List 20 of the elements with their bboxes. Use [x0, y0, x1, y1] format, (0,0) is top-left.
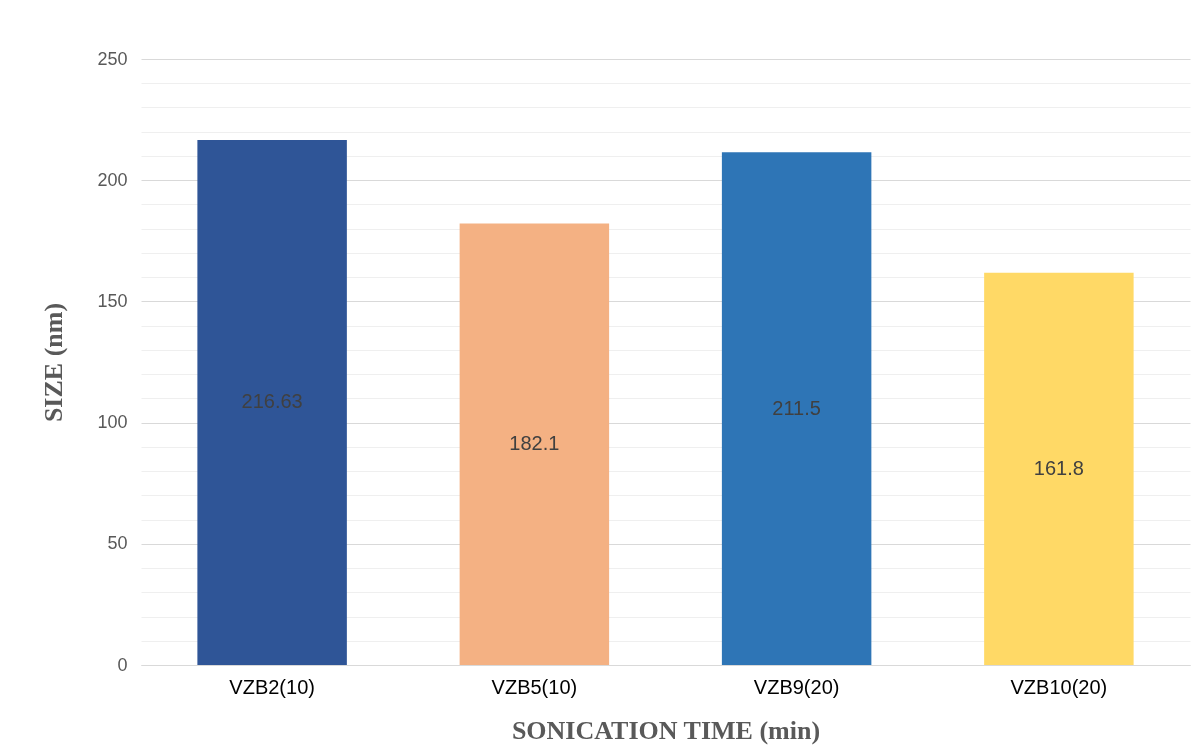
y-tick-label: 200: [97, 169, 128, 190]
x-tick-label: VZB9(20): [753, 675, 840, 698]
bar: [459, 223, 610, 665]
y-tick-label: 250: [97, 48, 128, 69]
x-axis-title: SONICATION TIME (min): [511, 715, 821, 745]
y-tick-label: 150: [97, 290, 128, 311]
x-tick-label: VZB5(10): [491, 675, 578, 698]
y-axis-title: SIZE (nm): [39, 302, 69, 423]
data-label: 216.63: [241, 390, 303, 413]
y-tick-label: 0: [117, 654, 128, 675]
bar: [721, 152, 872, 665]
data-label: 211.5: [772, 396, 821, 419]
bar: [984, 272, 1134, 665]
x-tick-label: VZB2(10): [229, 675, 315, 698]
bar: [197, 139, 347, 665]
data-label: 182.1: [509, 432, 560, 455]
y-tick-label: 50: [107, 533, 128, 554]
y-tick-label: 100: [97, 412, 128, 433]
data-label: 161.8: [1033, 456, 1084, 479]
x-tick-label: VZB10(20): [1010, 675, 1108, 698]
